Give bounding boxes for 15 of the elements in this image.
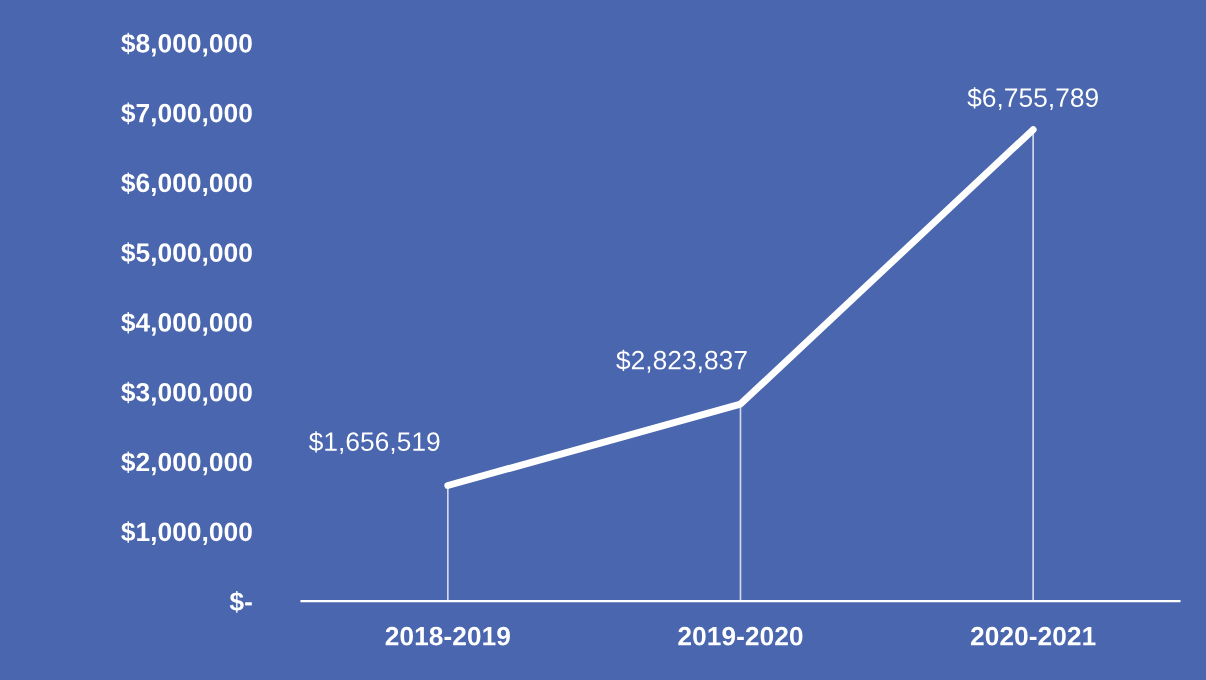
y-tick-label: $7,000,000 bbox=[121, 102, 252, 127]
y-tick-label: $8,000,000 bbox=[121, 32, 252, 57]
x-tick-label: 2020-2021 bbox=[970, 626, 1096, 646]
text: $6,755,789 bbox=[967, 87, 1098, 111]
y-tick-label: $6,000,000 bbox=[121, 172, 252, 197]
x-tick-label: 2019-2020 bbox=[678, 626, 803, 646]
y-tick-label: $2,000,000 bbox=[121, 451, 252, 476]
y-tick-label: $5,000,000 bbox=[121, 242, 252, 266]
y-tick-label: $4,000,000 bbox=[121, 311, 252, 336]
y-tick-label: $- bbox=[229, 591, 252, 613]
y-tick-label: $3,000,000 bbox=[121, 381, 252, 406]
y-tick-label: $1,000,000 bbox=[121, 521, 252, 545]
text: $1,656,519 bbox=[308, 431, 440, 455]
x-tick-label: 2018-2019 bbox=[385, 626, 510, 646]
text: $2,823,837 bbox=[616, 349, 747, 373]
